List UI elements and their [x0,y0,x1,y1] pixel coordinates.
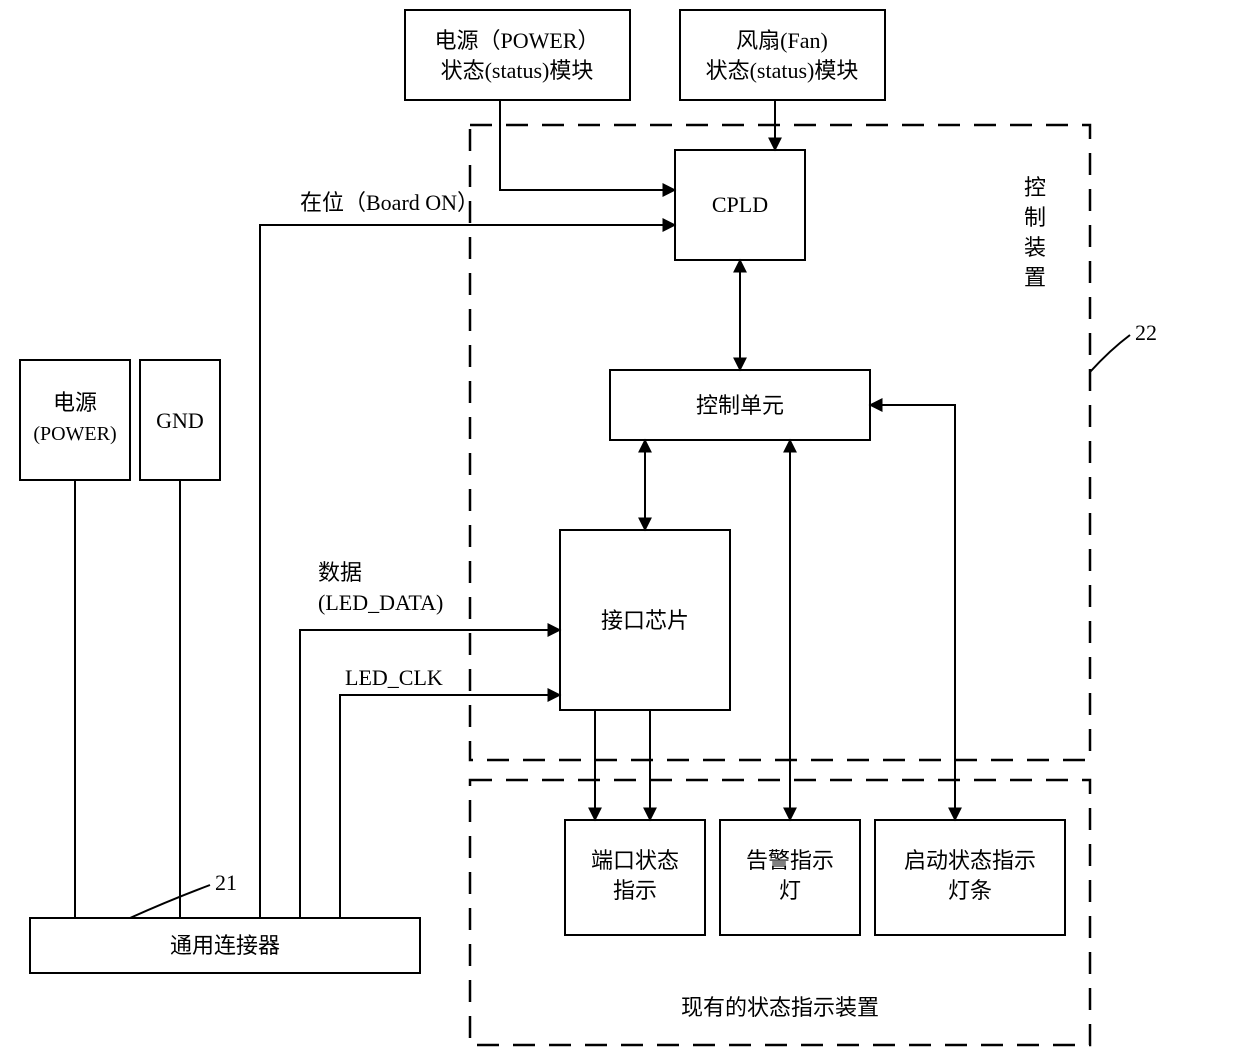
svg-text:指示: 指示 [613,878,657,903]
label-ref-22: 22 [1135,320,1157,345]
box-cpld: CPLD [675,150,805,260]
svg-text:通用连接器: 通用连接器 [170,933,280,958]
svg-text:(POWER): (POWER) [33,423,116,445]
leader-22 [1090,335,1130,372]
svg-text:状态(status)模块: 状态(status)模块 [706,58,859,83]
label-led-data-2: (LED_DATA) [318,590,443,615]
svg-text:告警指示: 告警指示 [746,848,834,873]
svg-text:装: 装 [1024,235,1046,260]
svg-text:控制单元: 控制单元 [696,393,784,418]
label-ref-21: 21 [215,870,237,895]
svg-text:启动状态指示: 启动状态指示 [904,848,1036,873]
label-control-device: 控 制 装 置 [1024,175,1046,290]
box-port-status: 端口状态 指示 [565,820,705,935]
label-board-on: 在位（Board ON） [300,190,479,215]
conn-power-status-cpld [500,100,675,190]
svg-text:端口状态: 端口状态 [591,848,679,873]
svg-text:接口芯片: 接口芯片 [601,608,689,633]
box-fan-status: 风扇(Fan) 状态(status)模块 [680,10,885,100]
block-diagram: 电源（POWER） 状态(status)模块 风扇(Fan) 状态(status… [0,0,1240,1060]
svg-text:置: 置 [1024,265,1046,290]
svg-text:制: 制 [1024,205,1046,230]
svg-text:灯: 灯 [779,878,801,903]
label-led-data-1: 数据 [318,560,362,585]
label-led-clk: LED_CLK [345,665,443,690]
svg-text:灯条: 灯条 [948,878,992,903]
conn-control-start [870,405,955,820]
svg-text:CPLD: CPLD [712,192,768,217]
leader-21 [130,885,210,918]
svg-text:GND: GND [156,408,204,433]
box-start-status: 启动状态指示 灯条 [875,820,1065,935]
box-power-status: 电源（POWER） 状态(status)模块 [405,10,630,100]
box-power: 电源 (POWER) [20,360,130,480]
conn-led-clk [340,695,560,918]
box-connector: 通用连接器 [30,918,420,973]
svg-text:控: 控 [1024,175,1046,200]
box-gnd: GND [140,360,220,480]
box-alarm: 告警指示 灯 [720,820,860,935]
svg-text:状态(status)模块: 状态(status)模块 [441,58,594,83]
label-existing-device: 现有的状态指示装置 [681,995,879,1020]
box-interface-chip: 接口芯片 [560,530,730,710]
svg-text:风扇(Fan): 风扇(Fan) [736,28,828,53]
svg-text:电源: 电源 [53,390,97,415]
box-control-unit: 控制单元 [610,370,870,440]
svg-text:电源（POWER）: 电源（POWER） [434,28,599,53]
